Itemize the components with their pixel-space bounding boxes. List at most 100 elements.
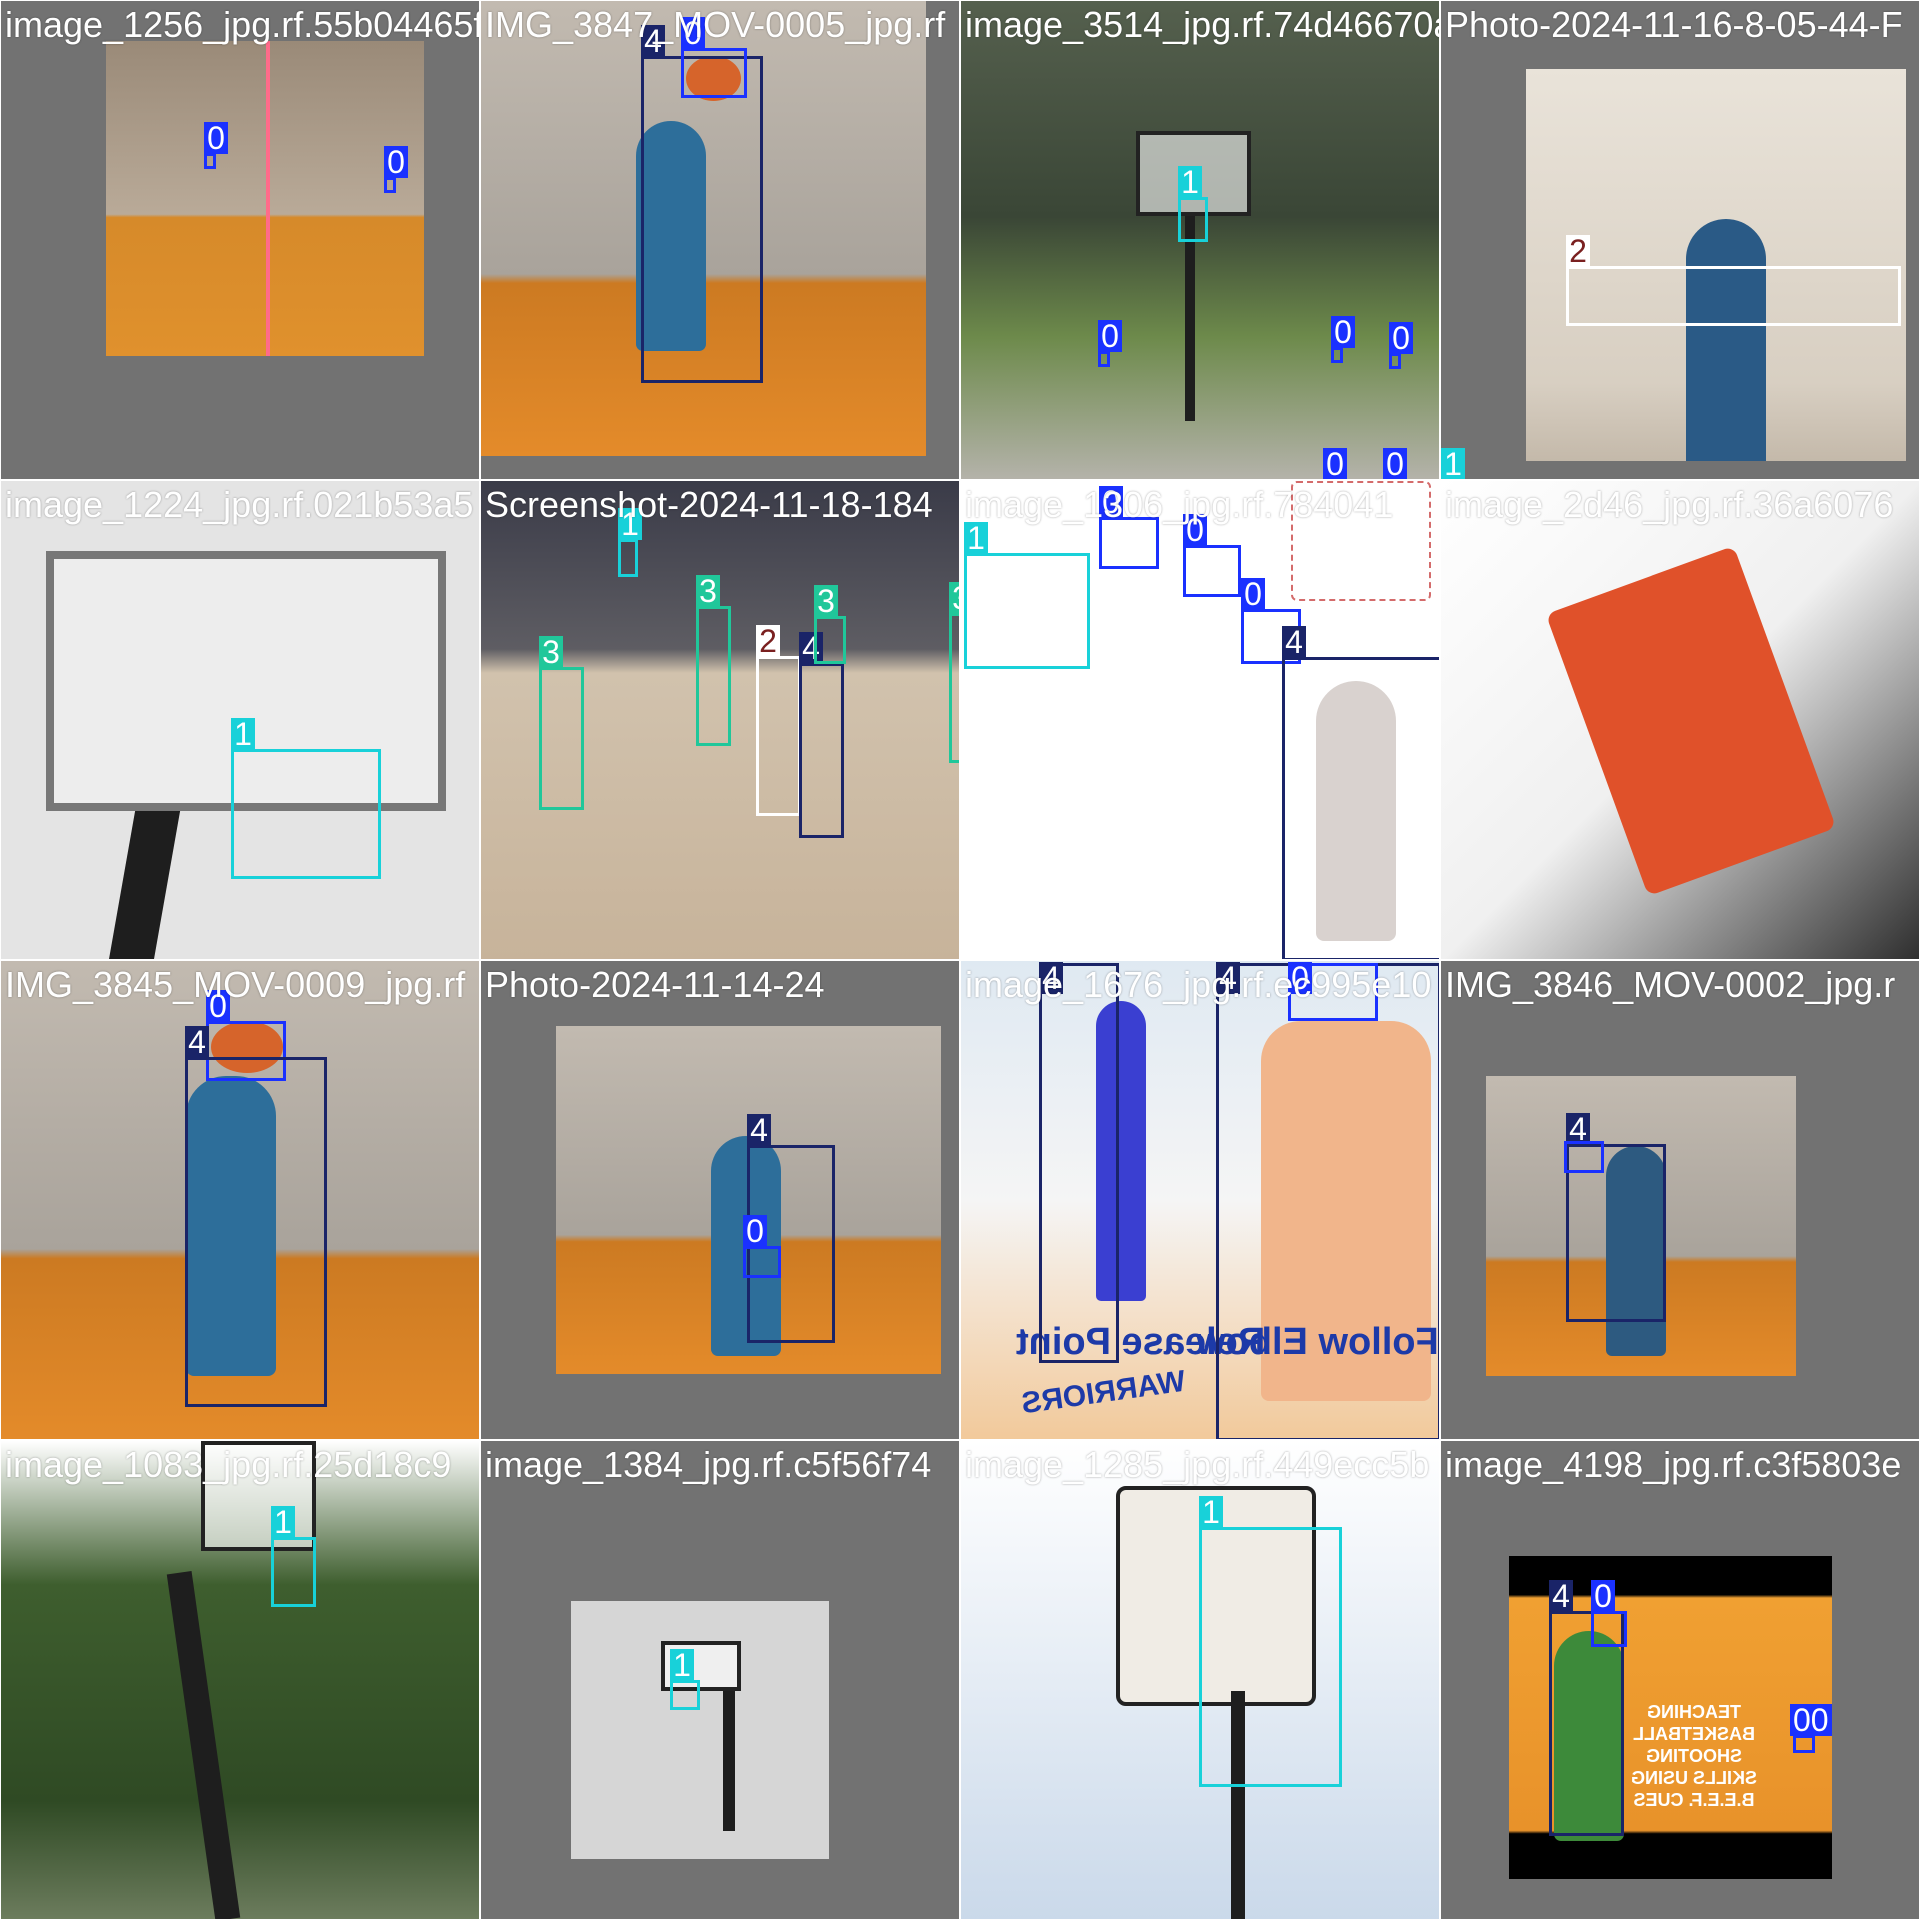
tile-15[interactable]: 1 image_1285_jpg.rf.449ecc5b [960, 1440, 1440, 1920]
tile-10[interactable]: 4 0 Photo-2024-11-14-24 [480, 960, 960, 1440]
bbox-hoop: 1 [271, 1506, 316, 1607]
tile-title: image_3514_jpg.rf.74d46670a [965, 4, 1440, 45]
tile-title: image_1224_jpg.rf.021b53a5 [5, 484, 474, 525]
hoop-bracket [1545, 545, 1837, 897]
bbox-ball: 0 [1331, 316, 1355, 363]
bbox-player: 3 [949, 582, 959, 763]
bbox-ball: 0 [1099, 486, 1159, 569]
bbox-ball [1564, 1141, 1604, 1173]
tile-title: image_1306_jpg.rf.784041 [965, 484, 1394, 525]
bbox-ball: 0 [743, 1215, 781, 1278]
bbox-person: 4 [641, 25, 763, 383]
tile-photo [961, 481, 1439, 959]
person [1554, 1631, 1624, 1841]
bbox-shooter: 2 [756, 625, 801, 816]
pole [723, 1691, 735, 1831]
tile-title: IMG_3847_MOV-0005_jpg.rf [485, 4, 946, 45]
tile-7[interactable]: 1 0 0 0 4 image_1306_jpg.rf.784041 [960, 480, 1440, 960]
bbox-person: 4 [747, 1114, 835, 1343]
bbox-hoop: 1 [1178, 166, 1208, 242]
tile-title: Photo-2024-11-16-8-05-44-F [1445, 4, 1903, 45]
inset-box [1291, 481, 1431, 601]
backboard [46, 551, 446, 811]
tile-title: Screenshot-2024-11-18-184 [485, 484, 933, 525]
ball [686, 56, 741, 101]
pole [1231, 1691, 1245, 1919]
tile-title: image_1285_jpg.rf.449ecc5b [965, 1444, 1430, 1485]
tile-title: image_2d46_jpg.rf.36a6076 [1445, 484, 1894, 525]
bbox-hoop: 1 [964, 522, 1090, 669]
bbox-ball: 0 [1383, 448, 1407, 479]
tile-4[interactable]: 2 1 Photo-2024-11-16-8-05-44-F [1440, 0, 1920, 480]
tile-photo [1, 1441, 479, 1919]
bbox-ball: 0 [1389, 322, 1413, 369]
bbox-ball: 0 [1288, 962, 1378, 1021]
tile-14[interactable]: 1 image_1384_jpg.rf.c5f56f74 [480, 1440, 960, 1920]
bbox-person: 4 [185, 1026, 327, 1407]
bbox-ball: 0 [1323, 448, 1347, 479]
bbox-ball: 0 [384, 146, 408, 193]
ball [211, 1021, 283, 1073]
tile-photo [481, 481, 959, 959]
tile-2[interactable]: 4 0 IMG_3847_MOV-0005_jpg.rf [480, 0, 960, 480]
tile-5[interactable]: 1 image_1224_jpg.rf.021b53a5 [0, 480, 480, 960]
tile-photo: TEACHING BASKETBALL SHOOTING SKILLS USIN… [1509, 1556, 1832, 1879]
tile-16[interactable]: TEACHING BASKETBALL SHOOTING SKILLS USIN… [1440, 1440, 1920, 1920]
bbox-hoop: 1 [231, 718, 381, 879]
bbox-person: 4 [799, 632, 844, 838]
tile-title: image_1384_jpg.rf.c5f56f74 [485, 1444, 932, 1485]
video-caption: TEACHING BASKETBALL SHOOTING SKILLS USIN… [1631, 1702, 1758, 1810]
bbox-hoop: 1 [1199, 1496, 1342, 1787]
bbox-person: 4 [1549, 1580, 1624, 1836]
bbox-person: 4 [1282, 626, 1439, 959]
tile-title: image_4198_jpg.rf.c3f5803e [1445, 1444, 1902, 1485]
person [636, 121, 706, 351]
tile-title: IMG_3846_MOV-0002_jpg.r [1445, 964, 1896, 1005]
tile-12[interactable]: 4 IMG_3846_MOV-0002_jpg.r [1440, 960, 1920, 1440]
bbox-player: 3 [696, 575, 731, 746]
tile-title: Photo-2024-11-14-24 [485, 964, 825, 1005]
tile-6[interactable]: 1 3 3 2 4 3 3 Screenshot-2024-11-18-184 [480, 480, 960, 960]
tile-9[interactable]: 0 4 IMG_3845_MOV-0009_jpg.rf [0, 960, 480, 1440]
tile-1[interactable]: 0 0 image_1256_jpg.rf.55b04465f40685f9f8… [0, 0, 480, 480]
pole [106, 811, 181, 959]
tile-photo [1, 481, 479, 959]
tile-photo [106, 41, 424, 356]
backboard [201, 1441, 316, 1551]
tile-8[interactable]: image_2d46_jpg.rf.36a6076 [1440, 480, 1920, 960]
tile-photo [1486, 1076, 1796, 1376]
bbox-hoop: 1 [1441, 448, 1465, 479]
tile-photo [1441, 481, 1919, 959]
tile-photo [961, 1441, 1439, 1919]
person [1686, 219, 1766, 461]
player [1096, 1001, 1146, 1301]
tile-photo [571, 1601, 829, 1859]
bbox-player: 3 [539, 636, 584, 810]
bbox-person: 4 [1039, 962, 1119, 1363]
pole [166, 1570, 241, 1919]
tile-title: image_1256_jpg.rf.55b04465f40685f9f8f0f3… [5, 4, 479, 45]
bbox-person: 4 [1216, 962, 1439, 1439]
tile-title: image_1083_jpg.rf.25d18c9 [5, 1444, 452, 1485]
tile-3[interactable]: 1 0 0 0 0 0 image_3514_jpg.rf.74d46670a [960, 0, 1440, 480]
bbox-arms: 2 [1566, 235, 1901, 326]
pole [1185, 216, 1195, 421]
tile-title: image_1676_jpg.rf.ec995e10 [965, 964, 1432, 1005]
bbox-person: 4 [1566, 1113, 1666, 1322]
split-line [266, 41, 270, 356]
bbox-ball: 0 [1241, 578, 1301, 664]
bbox-ball: 0 [1098, 320, 1122, 367]
poster-label-team: WARRIORS [1019, 1364, 1188, 1421]
person [186, 1076, 276, 1376]
bbox-ball: 0 [1183, 514, 1241, 597]
tile-11[interactable]: Release Point Follow Elbow WARRIORS 4 4 … [960, 960, 1440, 1440]
tile-photo [1, 961, 479, 1439]
tile-13[interactable]: 1 image_1083_jpg.rf.25d18c9 [0, 1440, 480, 1920]
bbox-player: 3 [814, 585, 846, 664]
bbox-ball: 0 [1591, 1580, 1627, 1647]
bbox-hoop: 1 [618, 508, 642, 577]
bbox-ball: 0 [204, 122, 228, 169]
tile-title: IMG_3845_MOV-0009_jpg.rf [5, 964, 466, 1005]
bbox-ball: 0 [681, 17, 747, 98]
bbox-ball: 00 [1790, 1704, 1832, 1753]
